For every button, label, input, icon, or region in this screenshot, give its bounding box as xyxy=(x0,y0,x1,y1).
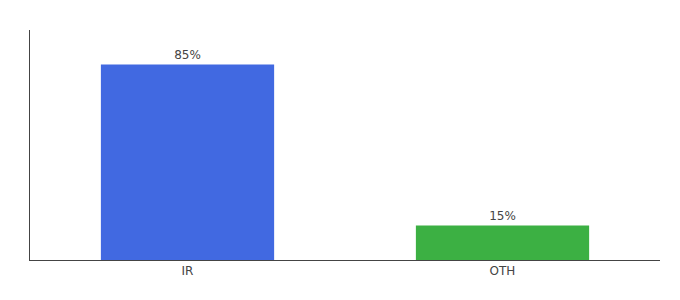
svg-text:85%: 85% xyxy=(174,48,201,62)
svg-text:15%: 15% xyxy=(489,209,516,223)
svg-text:IR: IR xyxy=(182,264,194,278)
svg-text:OTH: OTH xyxy=(490,264,516,278)
